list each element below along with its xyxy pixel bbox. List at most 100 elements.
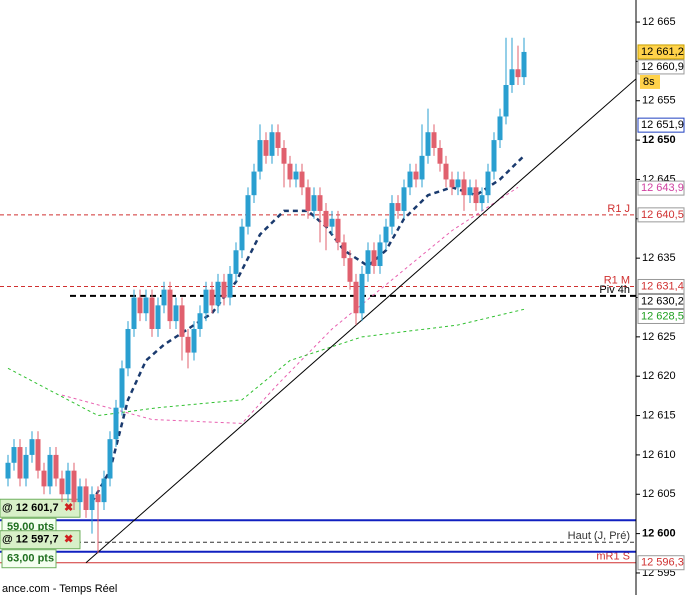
candle-body xyxy=(77,486,83,503)
candle-body xyxy=(191,328,197,353)
candle-body xyxy=(41,470,47,487)
candle-body xyxy=(71,470,77,503)
candle-body xyxy=(161,289,167,306)
y-tick-label: 12 635 xyxy=(642,252,676,264)
order-price: @ 12 601,7 xyxy=(2,502,59,514)
price-tag-label: 12 640,5 xyxy=(641,209,684,221)
candle-body xyxy=(299,171,305,188)
candle-body xyxy=(497,116,503,141)
candle-body xyxy=(521,51,527,78)
level-label: Piv 4h xyxy=(599,284,630,296)
price-tag xyxy=(637,278,685,294)
candle-body xyxy=(251,171,257,196)
candle-body xyxy=(5,462,11,479)
timer: 8s xyxy=(643,76,655,88)
candle-body xyxy=(203,289,209,314)
candle-body xyxy=(185,336,191,353)
order-close: ✖ xyxy=(64,502,73,514)
price-tag-label: 12 651,9 xyxy=(641,119,684,131)
candle-body xyxy=(407,171,413,188)
candle-body xyxy=(47,454,53,487)
candle-body xyxy=(323,210,329,227)
candle-body xyxy=(11,447,17,463)
candle-body xyxy=(317,195,323,211)
candle-body xyxy=(257,140,263,172)
y-tick-label: 12 655 xyxy=(642,95,676,107)
candle-body xyxy=(287,163,293,180)
candle-body xyxy=(365,250,371,274)
candle-body xyxy=(155,305,161,329)
candle-body xyxy=(209,289,215,306)
candle-body xyxy=(233,250,239,274)
candle-body xyxy=(473,187,479,204)
candle-body xyxy=(107,439,113,479)
candle-body xyxy=(35,439,41,471)
order-pts: 59,00 pts xyxy=(7,521,54,533)
candle-body xyxy=(173,305,179,322)
candle-body xyxy=(503,85,509,117)
candle-body xyxy=(371,250,377,267)
candle-body xyxy=(341,242,347,259)
candle-body xyxy=(89,494,95,510)
y-tick-label: 12 625 xyxy=(642,331,676,343)
candle-body xyxy=(29,439,35,455)
price-tag xyxy=(637,207,685,223)
candle-body xyxy=(431,132,437,148)
candle-body xyxy=(83,486,89,510)
candle-body xyxy=(119,368,125,408)
candle-body xyxy=(215,281,221,306)
candle-body xyxy=(425,132,431,156)
candle-body xyxy=(263,140,269,156)
candle-body xyxy=(419,155,425,180)
candle-body xyxy=(275,132,281,148)
level-label: R1 J xyxy=(607,203,630,215)
order-pts-box xyxy=(1,549,57,569)
candle-body xyxy=(23,454,29,479)
candle-body xyxy=(95,494,101,503)
candle-body xyxy=(443,163,449,180)
overlay-line xyxy=(61,186,519,424)
candle-body xyxy=(131,297,137,329)
candle-body xyxy=(101,478,107,503)
y-tick-label: 12 610 xyxy=(642,449,676,461)
price-tag xyxy=(637,555,685,571)
candle-body xyxy=(281,147,287,164)
candle-body xyxy=(389,203,395,227)
overlay-line xyxy=(90,154,525,503)
candle-body xyxy=(401,187,407,211)
candle-body xyxy=(239,226,245,251)
candle-body xyxy=(245,195,251,227)
candle-body xyxy=(335,218,341,243)
order-box xyxy=(0,530,81,550)
price-tag xyxy=(637,293,685,309)
candle-body xyxy=(197,313,203,329)
candle-body xyxy=(455,179,461,188)
candle-body xyxy=(395,203,401,211)
overlay-line xyxy=(7,308,525,417)
candle-body xyxy=(227,273,233,298)
candle-body xyxy=(59,478,65,495)
candle-body xyxy=(53,454,59,479)
candle-body xyxy=(149,297,155,329)
y-tick-label: 12 600 xyxy=(642,528,676,540)
candle-body xyxy=(377,242,383,267)
candle-body xyxy=(179,305,185,337)
candle-body xyxy=(143,297,149,314)
order-price: @ 12 597,7 xyxy=(2,534,59,546)
candle-body xyxy=(113,407,119,440)
y-tick-label: 12 605 xyxy=(642,488,676,500)
candle-body xyxy=(305,187,311,211)
order-pts: 63,00 pts xyxy=(7,553,54,565)
candle-body xyxy=(221,281,227,298)
candle-body xyxy=(461,179,467,196)
candle-body xyxy=(449,179,455,188)
price-tag-label: 12 631,4 xyxy=(641,280,684,292)
price-tag-label: 12 660,9 xyxy=(641,61,684,73)
candle-body xyxy=(17,447,23,479)
price-tag-label: 12 628,5 xyxy=(641,310,684,322)
price-tag-label: 12 596,3 xyxy=(641,557,684,569)
candle-body xyxy=(167,289,173,322)
candle-body xyxy=(437,147,443,164)
candle-body xyxy=(329,218,335,227)
